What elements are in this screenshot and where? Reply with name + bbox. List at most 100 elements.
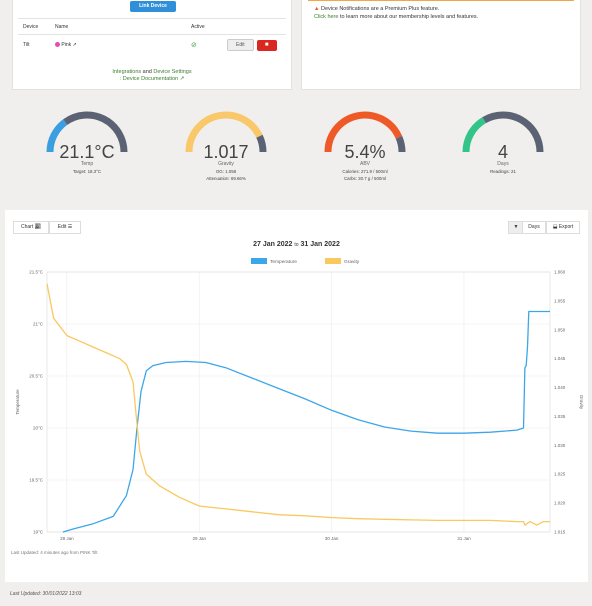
gauge-track	[256, 134, 267, 153]
chart-date-range: 27 Jan 2022 to 31 Jan 2022	[5, 241, 588, 248]
header-active: Active	[186, 18, 222, 35]
notifications-panel: ▲ Device Notifications are a Premium Plu…	[301, 0, 581, 90]
fermentation-chart: 21.5°C 21°C 20.5°C 20°C 19.5°C 19°C 1.060 1.055…	[15, 258, 584, 541]
integrations-and: and	[141, 69, 154, 75]
gauge-track	[63, 111, 128, 153]
header-name: Name	[50, 18, 186, 35]
x-tick-label: 29 Jan	[192, 536, 206, 541]
days-button[interactable]: Days	[522, 221, 546, 234]
device-name-cell: Pink ↗	[50, 34, 186, 54]
x-tick-label: 30 Jan	[325, 536, 339, 541]
y-left-tick-label: 19.5°C	[29, 478, 44, 483]
date-from: 27 Jan 2022	[253, 241, 293, 248]
plot-area-border	[46, 271, 551, 533]
notice-text-line: Click here to learn more about our membe…	[314, 14, 478, 20]
legend-swatch-temperature	[251, 258, 267, 264]
edit-button[interactable]: Edit	[227, 38, 254, 51]
date-to: 31 Jan 2022	[300, 241, 340, 248]
gauge-days-arc	[462, 111, 544, 153]
y-right-tick-label: 1.025	[554, 472, 566, 477]
gauge-fill	[324, 111, 403, 153]
gauge-value: 5.4%	[344, 142, 386, 162]
gauge-label: Temp	[80, 161, 94, 167]
link-device-button[interactable]: Link Device	[130, 1, 176, 12]
notice-title: Device Notifications are a Premium Plus …	[320, 6, 440, 12]
gauge-value: 4	[497, 142, 508, 162]
legend-swatch-gravity	[325, 258, 341, 264]
gauge-label: Days	[497, 161, 509, 167]
gauge-value: 1.017	[203, 142, 249, 162]
gauge-fill	[46, 119, 68, 153]
series-line-temperature	[62, 310, 550, 533]
device-name: Pink	[61, 41, 72, 48]
chart-last-updated: Last Updated: 4 minutes ago from PINK Ti…	[11, 550, 98, 555]
series-line-gravity	[46, 283, 550, 526]
tab-edit[interactable]: Edit ☰	[49, 221, 81, 234]
y-right-tick-label: 1.045	[554, 356, 566, 361]
device-type: Tilt	[18, 34, 50, 54]
export-icon: ⬓	[552, 224, 558, 230]
y-left-tick-label: 19°C	[33, 530, 44, 535]
header-actions	[222, 18, 286, 35]
gauge-detail: Calories: 271.9 / 500ml	[342, 169, 388, 174]
gauge-detail: Target: 18.3°C	[72, 169, 102, 174]
y-right-tick-label: 1.020	[554, 501, 566, 506]
export-label: Export	[558, 224, 574, 230]
warning-icon: ▲	[314, 6, 320, 12]
external-link-icon[interactable]: ↗	[179, 76, 185, 82]
trash-icon: ■	[264, 41, 269, 48]
gauge-detail: Readings: 21	[490, 169, 516, 174]
y-left-tick-label: 20.5°C	[29, 374, 44, 379]
y-right-tick-label: 1.055	[554, 298, 566, 303]
delete-button[interactable]: ■	[256, 39, 277, 51]
y-right-tick-label: 1.040	[554, 385, 566, 390]
y-left-axis-label: Temperature	[15, 389, 20, 415]
days-label: Days	[528, 224, 540, 230]
gauge-track	[395, 135, 406, 153]
y-right-axis-label: Gravity	[579, 395, 584, 410]
y-left-tick-label: 21°C	[33, 322, 44, 327]
tab-chart-label: Chart	[21, 224, 34, 230]
integrations-line: Integrations and Device Settings	[13, 69, 291, 75]
gauge-detail: OG: 1.058	[215, 169, 237, 174]
notice-box: ▲ Device Notifications are a Premium Plu…	[308, 0, 574, 27]
gauge-detail: Carbs: 30.7 g / 500ml	[344, 176, 386, 181]
gauge-fill	[462, 117, 487, 153]
tab-chart[interactable]: Chart 📈︎	[13, 221, 49, 234]
y-left-tick-label: 20°C	[33, 426, 44, 431]
notice-title-line: ▲ Device Notifications are a Premium Plu…	[314, 6, 439, 12]
integrations-link[interactable]: Integrations	[112, 69, 142, 75]
pink-dot-icon	[55, 41, 60, 47]
y-right-tick-label: 1.015	[554, 530, 566, 535]
devices-panel: Link Device Device Name Active Tilt Pink…	[12, 0, 292, 90]
chart-icon: 📈︎	[34, 224, 41, 230]
gauge-detail: Attenuation: 69.66%	[206, 176, 246, 181]
device-settings-link[interactable]: Device Settings	[153, 69, 192, 75]
active-check-icon: ⊘	[186, 34, 222, 54]
gauge-track	[482, 111, 544, 153]
gauge-temp-arc	[46, 111, 128, 153]
devices-table: Device Name Active Tilt Pink ↗ ⊘ Edit ■	[18, 18, 286, 54]
device-documentation-link[interactable]: : Device Documentation	[119, 76, 179, 82]
x-tick-label: 28 Jan	[60, 536, 74, 541]
list-icon: ☰	[67, 224, 73, 230]
device-doc-line: : Device Documentation ↗	[13, 76, 291, 82]
y-right-tick-label: 1.030	[554, 443, 566, 448]
membership-link[interactable]: Click here	[314, 14, 339, 20]
gauge-fill	[185, 111, 263, 153]
legend-label-gravity: Gravity	[344, 259, 360, 265]
y-right-tick-label: 1.035	[554, 414, 566, 419]
table-row: Tilt Pink ↗ ⊘ Edit ■	[18, 34, 286, 54]
gauge-abv-arc	[324, 111, 406, 153]
actions-cell: Edit ■	[222, 34, 286, 54]
external-link-icon[interactable]: ↗	[72, 41, 77, 48]
export-button[interactable]: ⬓ Export	[546, 221, 580, 234]
notice-text: to learn more about our membership level…	[338, 14, 479, 20]
gauge-gravity-arc	[185, 111, 267, 153]
table-header-row: Device Name Active	[18, 18, 286, 35]
y-right-tick-label: 1.060	[554, 270, 566, 275]
x-tick-label: 31 Jan	[457, 536, 471, 541]
gauge-label: Gravity	[218, 161, 234, 167]
y-left-tick-label: 21.5°C	[29, 270, 44, 275]
y-right-tick-label: 1.050	[554, 327, 566, 332]
